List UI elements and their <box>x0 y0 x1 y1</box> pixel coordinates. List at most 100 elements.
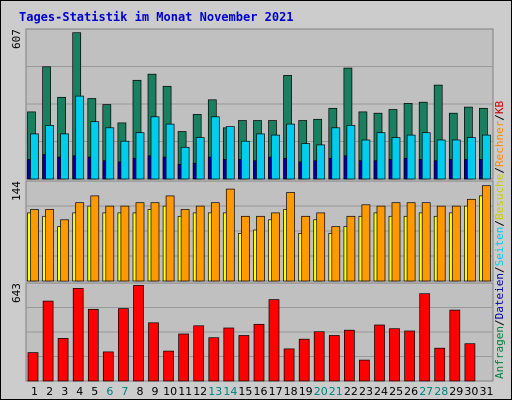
bar-kb <box>283 348 295 382</box>
legend-segment: Besuche <box>493 174 506 220</box>
bar-rechner <box>225 188 235 282</box>
bar-rechner <box>256 215 265 282</box>
bar-rechner <box>451 205 461 282</box>
bar-kb <box>72 288 84 382</box>
bar-kb <box>208 337 220 382</box>
bar-kb <box>133 285 144 382</box>
x-tick-label: 20 <box>314 385 328 398</box>
legend-segment: Rechner <box>493 120 506 167</box>
bar-rechner <box>361 204 371 282</box>
bar-seiten <box>150 116 160 180</box>
bar-kb <box>193 325 205 382</box>
x-tick-label: 22 <box>344 385 358 398</box>
x-tick-label: 19 <box>299 385 313 398</box>
y-max-labels: 607 144 643 <box>10 29 23 303</box>
bar-rechner <box>421 202 431 282</box>
bar-kb <box>313 331 325 382</box>
bar-rechner <box>180 209 190 282</box>
x-tick-label: 24 <box>374 385 388 398</box>
x-tick-label: 4 <box>76 385 83 398</box>
legend-segment: / <box>493 266 506 273</box>
x-tick-label: 25 <box>389 385 403 398</box>
bar-rechner <box>391 202 401 282</box>
bar-rechner <box>120 205 130 282</box>
bar-rechner <box>346 215 356 282</box>
bar-seiten <box>346 125 356 180</box>
bar-seiten <box>361 139 371 180</box>
bar-rechner <box>90 195 100 282</box>
x-tick-label: 26 <box>404 385 418 398</box>
x-tick-label: 21 <box>329 385 343 398</box>
y-max-label-panel-1: 607 <box>10 29 23 49</box>
bar-seiten <box>467 137 476 180</box>
x-tick-label: 30 <box>464 385 478 398</box>
bar-seiten <box>30 133 39 180</box>
x-tick-label: 11 <box>178 385 192 398</box>
x-tick-label: 1 <box>31 385 38 398</box>
x-tick-label: 2 <box>46 385 53 398</box>
bar-rechner <box>241 215 250 282</box>
bar-kb <box>57 338 69 382</box>
bar-rechner <box>75 202 85 282</box>
x-tick-label: 17 <box>269 385 283 398</box>
x-tick-label: 16 <box>254 385 268 398</box>
legend-segment: / <box>493 114 506 121</box>
legend-segment: / <box>493 167 506 174</box>
bar-rechner <box>406 202 416 282</box>
bar-seiten <box>376 132 386 180</box>
legend-segment: Anfragen <box>493 326 506 379</box>
x-tick-label: 31 <box>480 385 494 398</box>
bar-kb <box>253 323 265 382</box>
bar-seiten <box>180 146 190 180</box>
bar-rechner <box>135 202 145 282</box>
x-tick-label: 14 <box>223 385 237 398</box>
bar-kb <box>102 351 114 382</box>
bars <box>27 32 491 382</box>
bar-kb <box>298 338 310 382</box>
bar-kb <box>449 309 461 382</box>
bar-kb <box>148 322 159 382</box>
x-tick-label: 15 <box>238 385 252 398</box>
bar-rechner <box>271 212 280 282</box>
bar-seiten <box>482 134 491 180</box>
y-max-label-panel-2: 144 <box>10 181 23 201</box>
bar-seiten <box>331 127 341 180</box>
bar-kb <box>434 347 446 382</box>
bar-kb <box>268 299 280 382</box>
bar-seiten <box>195 137 205 180</box>
bar-kb <box>328 335 340 382</box>
bar-rechner <box>45 209 54 282</box>
bar-rechner <box>60 219 69 282</box>
bar-seiten <box>135 132 145 180</box>
bar-kb <box>374 324 385 382</box>
x-tick-label: 27 <box>419 385 433 398</box>
bar-seiten <box>241 140 250 180</box>
bar-rechner <box>150 202 160 282</box>
x-tick-label: 7 <box>121 385 128 398</box>
bar-rechner <box>331 226 341 282</box>
bar-seiten <box>225 126 235 180</box>
bar-rechner <box>316 212 326 282</box>
bar-seiten <box>165 123 175 180</box>
bar-kb <box>238 335 250 382</box>
x-tick-label: 5 <box>91 385 98 398</box>
bar-seiten <box>271 134 280 180</box>
bar-rechner <box>105 205 115 282</box>
bar-seiten <box>451 139 461 180</box>
bar-kb <box>464 343 476 382</box>
bar-kb <box>419 293 431 382</box>
x-tick-label: 18 <box>284 385 298 398</box>
bar-seiten <box>210 116 220 180</box>
bar-rechner <box>436 205 446 282</box>
bar-seiten <box>45 125 54 180</box>
bar-kb <box>163 350 174 382</box>
bar-rechner <box>30 209 39 282</box>
bar-seiten <box>120 140 130 180</box>
bar-seiten <box>105 127 115 180</box>
series-legend: Anfragen/Dateien/Seiten/Besuche/Rechner/… <box>493 100 506 379</box>
bar-seiten <box>75 95 85 180</box>
bar-kb <box>178 333 189 382</box>
bar-seiten <box>421 132 431 180</box>
x-tick-label: 10 <box>163 385 177 398</box>
